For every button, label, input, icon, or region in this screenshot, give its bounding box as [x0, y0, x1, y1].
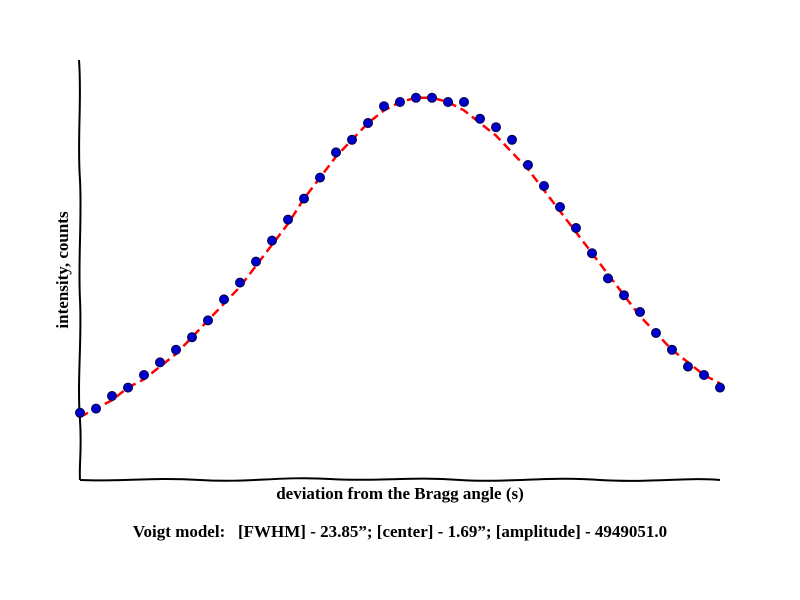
- data-point: [715, 382, 725, 393]
- data-point: [315, 172, 325, 183]
- data-point: [171, 344, 181, 355]
- data-point: [603, 273, 613, 284]
- x-axis: [79, 477, 721, 482]
- data-point: [555, 202, 565, 212]
- data-point: [587, 248, 597, 259]
- data-point: [379, 101, 389, 112]
- data-point: [331, 147, 341, 158]
- data-point: [267, 235, 277, 246]
- data-point: [123, 382, 133, 393]
- data-point: [235, 277, 245, 288]
- data-point: [283, 214, 293, 225]
- data-point: [363, 118, 373, 128]
- data-point: [187, 332, 197, 343]
- data-point: [91, 403, 101, 414]
- fit-line: [79, 96, 721, 419]
- data-point: [523, 160, 533, 170]
- data-point: [203, 315, 213, 326]
- data-point: [299, 193, 309, 204]
- data-point: [139, 370, 149, 380]
- data-point: [491, 122, 501, 133]
- data-point: [699, 370, 709, 380]
- data-point: [395, 97, 405, 107]
- data-point: [219, 294, 229, 305]
- data-point: [571, 223, 581, 233]
- data-point: [347, 134, 357, 145]
- data-point: [411, 92, 421, 103]
- data-point: [75, 407, 85, 418]
- y-axis-label: intensity, counts: [53, 211, 72, 329]
- y-axis: [78, 59, 82, 481]
- data-point: [539, 181, 549, 191]
- caption: Voigt model: [FWHM] - 23.85”; [center] -…: [133, 522, 667, 541]
- data-point: [651, 328, 661, 338]
- data-point: [619, 290, 629, 301]
- data-point: [635, 307, 645, 317]
- data-point: [107, 391, 117, 401]
- data-point: [667, 344, 677, 355]
- x-axis-label: deviation from the Bragg angle (s): [276, 484, 524, 503]
- data-point: [683, 361, 693, 372]
- data-point: [459, 97, 469, 107]
- data-point: [155, 357, 165, 368]
- data-point: [475, 113, 485, 124]
- data-point: [443, 97, 453, 107]
- data-point: [507, 134, 517, 145]
- data-point: [427, 92, 437, 103]
- data-point: [251, 256, 261, 267]
